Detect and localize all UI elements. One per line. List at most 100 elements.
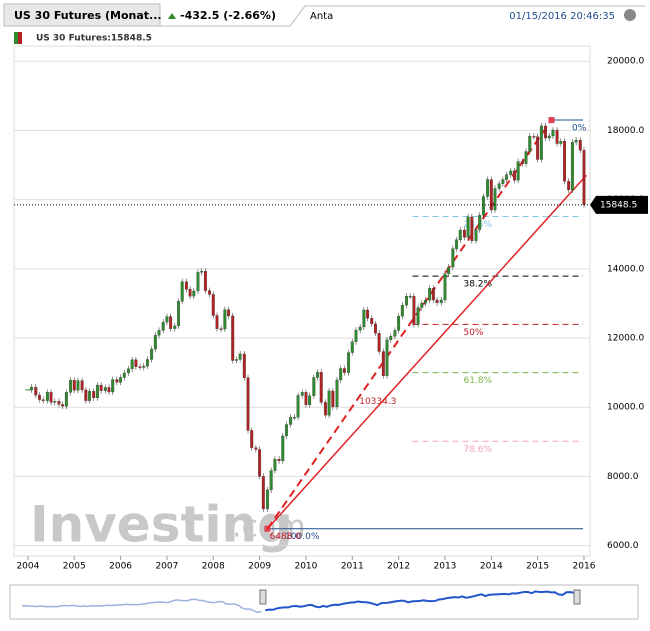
candle-body [327,390,331,416]
navigator-handle[interactable] [573,589,581,605]
candle-body [146,359,149,367]
change: -432.5 (-2.66%) [180,9,276,22]
datetime: 01/15/2016 20:46:35 [509,11,615,22]
candle-body [481,196,485,216]
candle-body [115,379,119,383]
candle-body [150,348,154,360]
plot-frame [13,45,591,557]
fib-label: 0% [572,124,587,134]
candle-body [458,229,462,240]
up-arrow [168,13,176,19]
candle-body [513,170,516,181]
candle-body [397,316,401,331]
candle-body [95,384,99,399]
candle-body [38,394,41,400]
candle-body [184,281,188,290]
candle-body [312,377,316,396]
x-tick-label: 2007 [155,562,178,572]
candle-body [358,326,362,331]
candle-body [362,309,366,328]
candle-body [80,380,84,391]
candle-body [192,290,196,297]
candle-body [424,300,427,304]
candle-body [169,316,173,329]
navigator-handle[interactable] [259,589,267,605]
candle-body [304,392,308,405]
candle-body [261,476,265,510]
watermark: Investing [30,496,293,554]
close-button[interactable] [624,9,636,21]
candle-body [431,288,435,301]
last-price-label: 15848.5 [600,200,637,210]
candle-body [539,125,543,160]
candle-body [238,353,242,360]
fib-low-label: 6488.0 [269,532,301,542]
candle-body [366,309,370,319]
title-box[interactable] [3,3,161,27]
candle-body [127,368,130,374]
legend-icon [18,32,22,44]
y-tick-label: 20000.0 [607,57,644,67]
candle-body [227,309,231,317]
candle-body [489,179,493,211]
candle-body [350,341,354,353]
candle-body [122,372,126,378]
navigator[interactable] [9,584,639,620]
candle-body [138,366,142,368]
candle-body [119,377,123,383]
x-tick-label: 2013 [434,562,457,572]
tab-line [160,5,645,27]
candle-body [389,336,393,340]
candle-body [381,351,385,376]
candle-body [250,430,254,448]
candle-body [447,266,451,274]
candle-body [84,389,88,401]
candle-body [470,216,474,241]
candle-body [300,392,304,396]
candle-body [563,140,566,182]
candle-body [200,271,204,273]
x-tick-label: 2008 [202,562,225,572]
candle-body [466,216,470,238]
candle-body [242,353,246,378]
candle-body [509,170,513,175]
candle-body [524,151,528,164]
x-tick-label: 2006 [109,562,132,572]
candle-body [153,335,157,350]
candle-body [443,273,447,301]
candle-body [455,239,458,249]
x-tick-label: 2011 [341,562,364,572]
candle-body [308,395,312,405]
candle-body [536,136,540,160]
candle-body [196,272,200,292]
last-price-tag [590,195,648,214]
candle-body [203,271,207,291]
tab[interactable]: Anta [310,11,333,22]
candle-body [393,330,397,337]
candle-body [208,290,212,295]
legend: US 30 Futures:15848.5 [36,34,152,44]
candle-body [516,161,520,181]
candle-body [532,136,536,138]
candle-body [319,372,323,403]
x-tick-label: 2009 [248,562,271,572]
candle-body [574,139,578,143]
candle-body [211,294,215,316]
candle-body [474,229,478,241]
x-tick-label: 2015 [526,562,549,572]
candle-body [289,417,293,425]
candle-body [157,330,161,336]
fib-label: 50% [463,328,483,338]
candle-body [582,149,586,206]
candle-body [316,372,319,378]
candle-body [323,402,327,416]
candle-body [385,339,389,376]
x-tick-label: 2014 [480,562,503,572]
x-tick-label: 2005 [63,562,86,572]
candle-body [134,359,138,367]
candle-body [30,387,34,391]
candle-body [107,387,111,393]
candle-body [72,380,76,391]
candle-body [478,215,482,230]
